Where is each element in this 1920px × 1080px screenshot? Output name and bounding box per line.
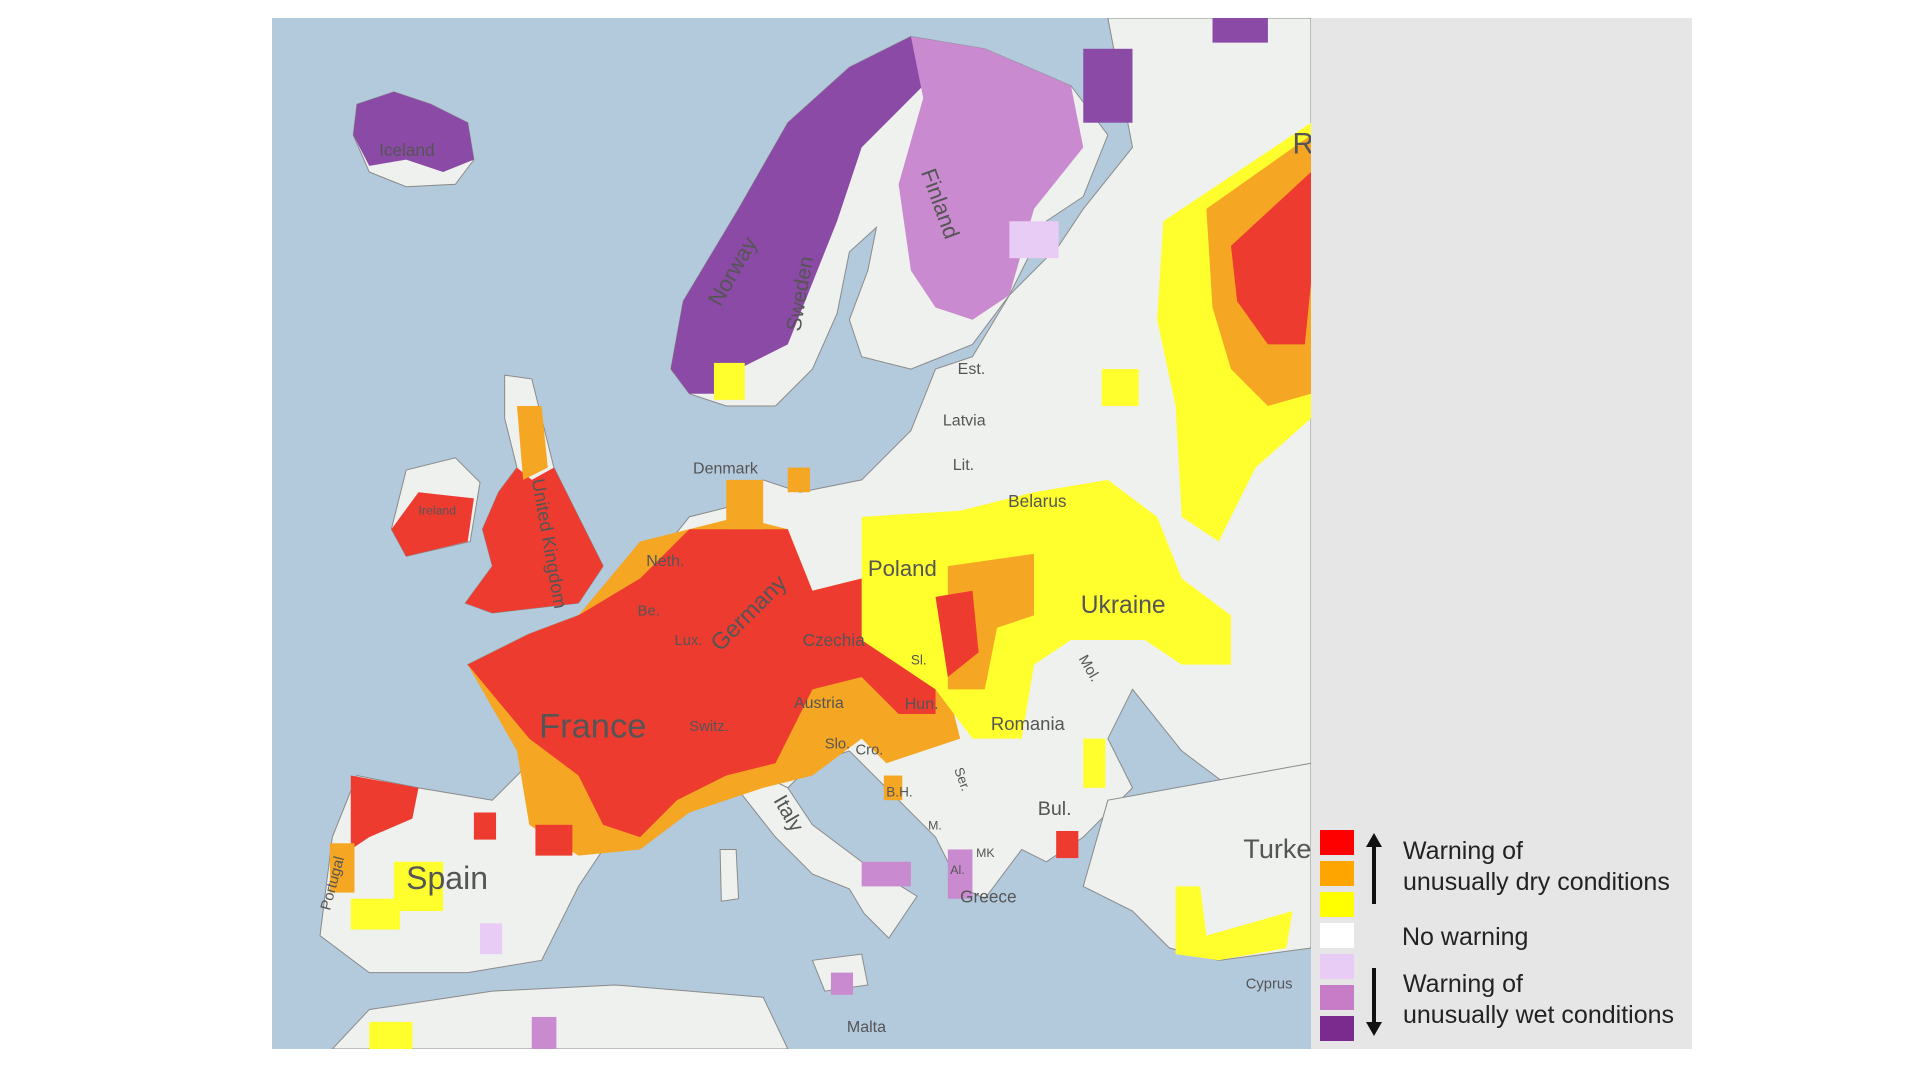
label-poland: Poland <box>868 556 937 581</box>
europe-warning-map: Iceland Norway Sweden Finland Est. Latvi… <box>272 18 1311 1049</box>
legend-dry-line1: Warning of <box>1403 837 1523 865</box>
label-malta: Malta <box>847 1019 886 1036</box>
label-estonia: Est. <box>958 361 986 378</box>
label-luxembourg: Lux. <box>675 633 703 649</box>
label-austria: Austria <box>794 695 844 712</box>
arrow-up-head <box>1366 833 1382 847</box>
label-montenegro: M. <box>928 819 942 833</box>
land-africa <box>331 984 789 1049</box>
label-romania: Romania <box>991 713 1066 734</box>
label-russia: R <box>1293 127 1311 160</box>
label-slovakia: Sl. <box>911 653 927 668</box>
legend-swatch-white <box>1320 923 1354 948</box>
label-netherlands: Neth. <box>646 553 684 570</box>
legend-swatch-red <box>1320 830 1354 855</box>
legend-swatch-yellow <box>1320 892 1354 917</box>
label-bosnia: B.H. <box>886 784 912 799</box>
label-lithuania: Lit. <box>953 457 974 474</box>
label-belarus: Belarus <box>1008 491 1066 511</box>
label-france: France <box>539 707 646 745</box>
label-switzerland: Switz. <box>689 719 728 735</box>
legend-swatch-light-purple <box>1320 954 1354 979</box>
label-greece: Greece <box>960 886 1016 906</box>
label-cyprus: Cyprus <box>1246 977 1293 993</box>
warning-cells <box>329 18 1311 1049</box>
label-denmark: Denmark <box>693 461 759 478</box>
label-spain: Spain <box>406 860 488 896</box>
label-ukraine: Ukraine <box>1081 592 1166 619</box>
legend-swatch-orange <box>1320 861 1354 886</box>
legend-dry-line2: unusually dry conditions <box>1403 868 1670 896</box>
label-latvia: Latvia <box>943 413 986 430</box>
label-slovenia: Slo. <box>825 736 850 752</box>
label-croatia: Cro. <box>856 743 884 759</box>
label-macedonia: MK <box>976 846 995 860</box>
arrow-down-icon <box>1372 968 1376 1024</box>
land-sardinia <box>719 848 740 902</box>
label-iceland: Iceland <box>379 140 435 160</box>
label-turkey: Turke <box>1243 833 1311 864</box>
label-bulgaria: Bul. <box>1038 798 1072 820</box>
label-ireland: Ireland <box>418 503 456 517</box>
label-hungary: Hun. <box>905 696 939 713</box>
land-italy <box>738 762 918 939</box>
label-albania: Al. <box>950 863 964 877</box>
country-labels: Iceland Norway Sweden Finland Est. Latvi… <box>318 127 1311 1035</box>
legend-wet-line1: Warning of <box>1403 970 1523 998</box>
label-czechia: Czechia <box>803 630 866 650</box>
legend-wet-line2: unusually wet conditions <box>1403 1001 1674 1029</box>
legend-swatch-dark-purple <box>1320 1016 1354 1041</box>
legend: Warning of unusually dry conditions No w… <box>1311 18 1692 1049</box>
arrow-up-icon <box>1372 844 1376 904</box>
arrow-down-head <box>1366 1022 1382 1036</box>
legend-no-warning: No warning <box>1402 923 1529 951</box>
label-belgium: Be. <box>638 603 660 619</box>
legend-swatch-purple <box>1320 985 1354 1010</box>
